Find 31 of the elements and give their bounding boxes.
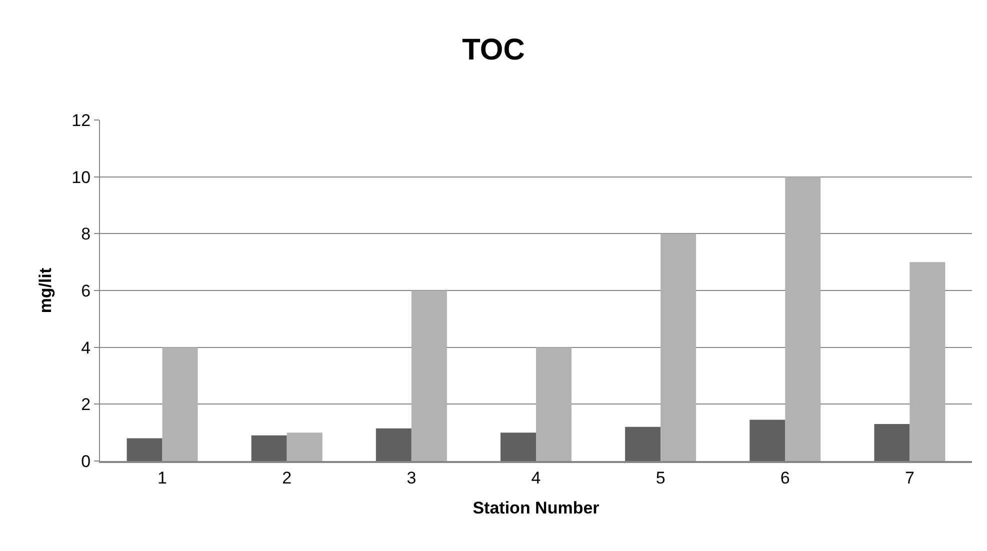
bar xyxy=(536,347,572,461)
bar xyxy=(874,424,910,461)
x-tick-label: 6 xyxy=(780,468,790,488)
chart-title: TOC xyxy=(462,34,525,67)
bar xyxy=(126,438,162,461)
x-tick-label: 3 xyxy=(406,468,416,488)
bar xyxy=(625,426,661,461)
x-tick-label: 1 xyxy=(158,468,168,488)
y-tick-label: 2 xyxy=(81,395,91,414)
x-tick-label: 2 xyxy=(282,468,292,488)
y-tick-label: 4 xyxy=(81,338,91,358)
bar xyxy=(500,432,536,461)
y-axis-title: mg/lit xyxy=(36,268,56,314)
x-axis-title: Station Number xyxy=(472,498,600,518)
y-tick-label: 8 xyxy=(81,224,91,244)
bar xyxy=(162,347,198,461)
bar xyxy=(286,432,322,461)
bar xyxy=(411,290,447,461)
y-tick-label: 0 xyxy=(81,452,91,471)
bar xyxy=(785,176,821,461)
y-tick-label: 12 xyxy=(72,110,91,130)
bar xyxy=(660,234,696,461)
y-tick-label: 6 xyxy=(81,281,91,300)
bar xyxy=(750,420,786,461)
x-tick-label: 7 xyxy=(904,468,914,488)
bar xyxy=(910,262,946,461)
y-tick-label: 10 xyxy=(72,168,91,187)
x-tick-label: 4 xyxy=(531,468,541,488)
bar xyxy=(251,435,287,461)
bar xyxy=(376,428,412,461)
x-tick-label: 5 xyxy=(656,468,666,488)
